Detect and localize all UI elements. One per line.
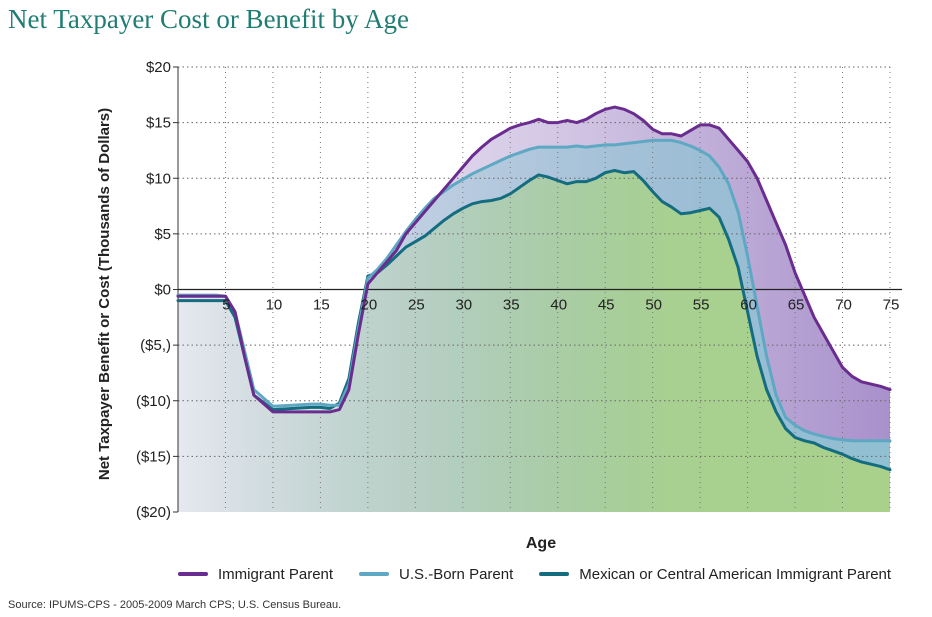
y-tick-label: $10 <box>146 170 171 187</box>
x-tick-label: 50 <box>645 297 662 314</box>
y-tick-label: $15 <box>146 115 171 132</box>
legend-label: Mexican or Central American Immigrant Pa… <box>579 565 892 583</box>
x-tick-label: 60 <box>740 297 757 314</box>
line-immigrant-parent <box>176 105 892 414</box>
x-tick-label: 55 <box>693 297 710 314</box>
x-tick-label: 30 <box>455 297 472 314</box>
y-tick-label: $20 <box>146 59 171 76</box>
y-tick-label: ($15) <box>136 448 171 465</box>
x-tick-label: 5 <box>222 297 230 314</box>
x-tick-label: 70 <box>835 297 852 314</box>
y-axis-label: Net Taxpayer Benefit or Cost (Thousands … <box>96 108 113 480</box>
line-mexican-central-american-parent <box>176 169 892 472</box>
y-tick-label: $5 <box>154 226 171 243</box>
fill-mexican-central-american-parent <box>178 170 890 512</box>
legend-label: Immigrant Parent <box>218 565 334 583</box>
legend: Immigrant Parent U.S.-Born Parent Mexican … <box>178 563 891 583</box>
line-us-born-parent <box>176 138 892 443</box>
y-tick-label: ($10) <box>136 393 171 410</box>
y-tick-label: ($20) <box>136 504 171 521</box>
x-axis-label: Age <box>526 535 556 552</box>
legend-item: Mexican or Central American Immigrant Pa… <box>539 566 891 583</box>
chart-plot: $20 $15 $10 $5 $0 ($5,) ($10) ($15) ($20) 5 10 15 20… <box>96 59 902 552</box>
x-tick-label: 15 <box>313 297 330 314</box>
legend-swatch <box>359 572 390 576</box>
legend-swatch <box>178 572 208 576</box>
x-tick-label: 65 <box>788 297 805 314</box>
legend-item: U.S.-Born Parent <box>359 566 513 583</box>
legend-item: Immigrant Parent <box>178 566 333 583</box>
x-tick-label: 45 <box>598 297 615 314</box>
chart-title: Net Taxpayer Cost or Benefit by Age <box>8 4 410 34</box>
legend-swatch <box>539 572 570 576</box>
x-tick-label: 75 <box>883 297 900 314</box>
x-tick-label: 40 <box>550 297 567 314</box>
x-tick-label: 20 <box>361 297 378 314</box>
y-tick-label: $0 <box>154 282 171 299</box>
x-tick-label: 10 <box>266 297 283 314</box>
y-tick-label: ($5,) <box>140 337 171 354</box>
source-note: Source: IPUMS-CPS - 2005-2009 March CPS;… <box>8 599 342 611</box>
x-tick-label: 25 <box>408 297 425 314</box>
legend-label: U.S.-Born Parent <box>399 565 514 583</box>
x-tick-label: 35 <box>503 297 520 314</box>
